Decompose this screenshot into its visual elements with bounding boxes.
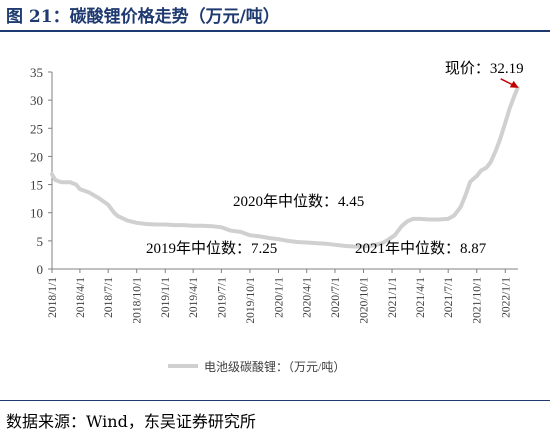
current-price-arrowhead <box>509 80 519 88</box>
title-divider <box>0 30 550 32</box>
y-tick-label: 20 <box>30 149 43 164</box>
x-tick-label: 2020/10/1 <box>358 277 370 324</box>
x-tick-label: 2021/10/1 <box>472 277 484 324</box>
median-2019-label: 2019年中位数：7.25 <box>146 240 277 257</box>
figure-title: 图 21：碳酸锂价格走势（万元/吨） <box>6 7 280 27</box>
y-tick-label: 10 <box>30 206 43 221</box>
x-tick-label: 2019/4/1 <box>188 277 200 318</box>
y-tick-label: 30 <box>30 93 43 108</box>
x-tick-label: 2018/4/1 <box>75 277 87 318</box>
source-divider <box>0 400 550 401</box>
x-tick-label: 2021/4/1 <box>415 277 427 318</box>
x-tick-label: 2019/7/1 <box>216 277 228 318</box>
x-tick-label: 2022/1/1 <box>500 277 512 318</box>
y-tick-label: 0 <box>37 262 44 277</box>
price-line <box>50 85 520 249</box>
median-2020-label: 2020年中位数：4.45 <box>233 193 364 210</box>
x-axis: 2018/1/1 2018/4/1 2018/7/1 2018/10/1 2019/1/… <box>47 268 518 324</box>
x-tick-label: 2021/1/1 <box>387 277 399 318</box>
median-2021-label: 2021年中位数：8.87 <box>355 240 487 257</box>
x-tick-label: 2021/7/1 <box>443 277 455 318</box>
x-tick-label: 2018/7/1 <box>103 277 115 318</box>
current-price-label: 现价：32.19 <box>445 61 524 77</box>
y-tick-label: 35 <box>30 65 43 80</box>
legend: 电池级碳酸锂：（万元/吨） <box>168 359 345 374</box>
y-tick-label: 5 <box>37 234 44 249</box>
y-tick-label: 25 <box>30 121 43 136</box>
x-tick-label: 2018/10/1 <box>132 277 144 324</box>
y-tick-label: 15 <box>30 178 43 193</box>
x-tick-label: 2020/1/1 <box>273 277 285 318</box>
legend-label: 电池级碳酸锂：（万元/吨） <box>204 359 345 374</box>
x-tick-label: 2020/7/1 <box>330 277 342 318</box>
y-axis: 0 5 10 15 20 25 30 35 <box>30 65 53 277</box>
x-tick-label: 2018/1/1 <box>47 277 59 318</box>
source-note: 数据来源：Wind，东吴证券研究所 <box>6 412 256 431</box>
x-tick-label: 2020/4/1 <box>302 277 314 318</box>
x-tick-label: 2019/1/1 <box>160 277 172 318</box>
x-tick-label: 2019/10/1 <box>245 277 257 324</box>
